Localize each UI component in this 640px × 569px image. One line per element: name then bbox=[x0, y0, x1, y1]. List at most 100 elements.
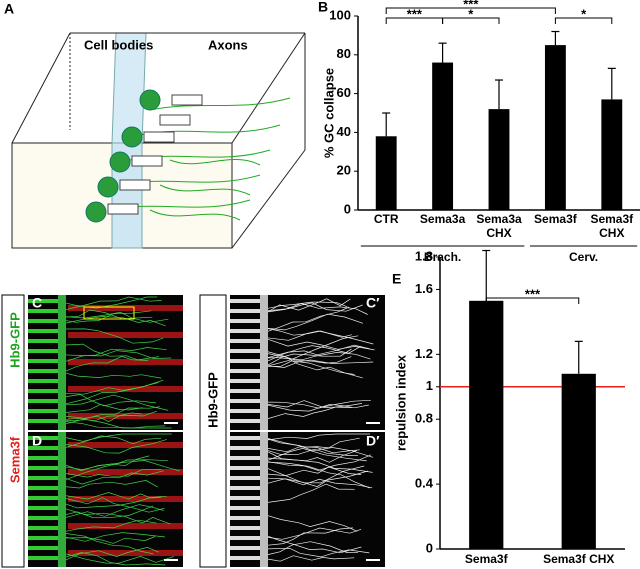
channel bbox=[28, 319, 58, 323]
axon bbox=[267, 446, 360, 454]
channel bbox=[230, 536, 260, 540]
channel bbox=[28, 369, 58, 373]
cell-band bbox=[260, 295, 268, 430]
channel bbox=[230, 436, 260, 440]
axon bbox=[65, 350, 172, 359]
channel bbox=[28, 516, 58, 520]
channel bbox=[28, 496, 58, 500]
channel bbox=[28, 359, 58, 363]
y-tick-label: 0.4 bbox=[415, 476, 434, 491]
axon bbox=[267, 483, 355, 503]
axon bbox=[267, 433, 371, 441]
channel bbox=[230, 526, 260, 530]
x-tick-label: Sema3f bbox=[465, 552, 509, 566]
channel bbox=[230, 476, 260, 480]
axon bbox=[65, 309, 153, 320]
cell-band bbox=[58, 432, 66, 567]
channel bbox=[28, 409, 58, 413]
axon bbox=[65, 394, 169, 411]
bar bbox=[432, 62, 454, 211]
axon bbox=[65, 495, 167, 509]
channel bbox=[28, 506, 58, 510]
axon bbox=[267, 448, 359, 456]
axon bbox=[65, 406, 161, 425]
channel bbox=[230, 309, 260, 313]
panel-label: C bbox=[32, 295, 42, 311]
axon bbox=[267, 348, 352, 359]
channel bbox=[68, 332, 183, 338]
channel bbox=[230, 299, 260, 303]
axon bbox=[267, 339, 375, 351]
x-tick-label: Sema3f CHX bbox=[543, 552, 614, 566]
axon bbox=[65, 497, 165, 513]
significance-label: * bbox=[581, 6, 587, 21]
y-tick-label: 0.8 bbox=[415, 411, 433, 426]
panel-label: E bbox=[392, 271, 401, 287]
channel bbox=[230, 319, 260, 323]
channel bbox=[28, 309, 58, 313]
axon bbox=[267, 400, 363, 408]
roi bbox=[83, 306, 135, 320]
cell-band bbox=[260, 432, 268, 567]
channel bbox=[230, 359, 260, 363]
axon bbox=[65, 435, 162, 448]
y-tick-label: 0 bbox=[426, 540, 433, 555]
channel bbox=[230, 446, 260, 450]
axon bbox=[65, 311, 169, 323]
channel bbox=[68, 386, 183, 392]
channel bbox=[28, 419, 58, 423]
channel bbox=[230, 546, 260, 550]
y-tick-label: 1.8 bbox=[415, 248, 433, 263]
channel bbox=[230, 399, 260, 403]
channel bbox=[28, 526, 58, 530]
bar bbox=[561, 373, 596, 549]
axon bbox=[65, 372, 162, 379]
axon bbox=[267, 301, 348, 309]
y-tick-label: 0 bbox=[344, 201, 351, 216]
channel bbox=[230, 506, 260, 510]
axon bbox=[65, 382, 159, 405]
axon bbox=[65, 553, 175, 564]
group-label: Cerv. bbox=[569, 250, 598, 264]
stain-label: Hb9-GFP bbox=[205, 372, 220, 428]
channel bbox=[28, 546, 58, 550]
bar bbox=[601, 99, 623, 210]
panel-label: C′ bbox=[366, 295, 380, 311]
channel bbox=[28, 436, 58, 440]
channel bbox=[68, 305, 183, 311]
y-tick-label: 80 bbox=[337, 46, 351, 61]
y-tick-label: 20 bbox=[337, 163, 351, 178]
axon bbox=[267, 344, 370, 358]
axon bbox=[267, 527, 353, 546]
axon bbox=[65, 419, 172, 429]
bar bbox=[544, 45, 566, 210]
x-tick-label: Sema3a CHX bbox=[476, 212, 522, 240]
bar bbox=[375, 136, 397, 210]
axon bbox=[267, 466, 362, 476]
y-tick-label: 60 bbox=[337, 85, 351, 100]
significance-label: *** bbox=[407, 6, 423, 21]
panel-label: B bbox=[318, 0, 328, 15]
bar bbox=[469, 300, 504, 549]
axon bbox=[267, 515, 358, 532]
axon bbox=[267, 330, 374, 345]
channel bbox=[230, 329, 260, 333]
stain-label: Sema3f bbox=[7, 436, 22, 483]
axon bbox=[65, 519, 157, 532]
axon bbox=[267, 303, 368, 315]
axon bbox=[267, 306, 350, 332]
x-tick-label: Sema3a bbox=[420, 212, 466, 226]
axon bbox=[65, 394, 157, 407]
panel-label: D bbox=[32, 433, 42, 449]
channel bbox=[28, 379, 58, 383]
axon bbox=[65, 533, 154, 555]
channel bbox=[230, 389, 260, 393]
axon bbox=[267, 461, 370, 489]
axon bbox=[65, 347, 167, 362]
channel bbox=[28, 349, 58, 353]
chamber-diagram bbox=[11, 32, 306, 249]
axon bbox=[65, 328, 164, 344]
label-box bbox=[1, 294, 25, 568]
axon bbox=[267, 359, 374, 368]
